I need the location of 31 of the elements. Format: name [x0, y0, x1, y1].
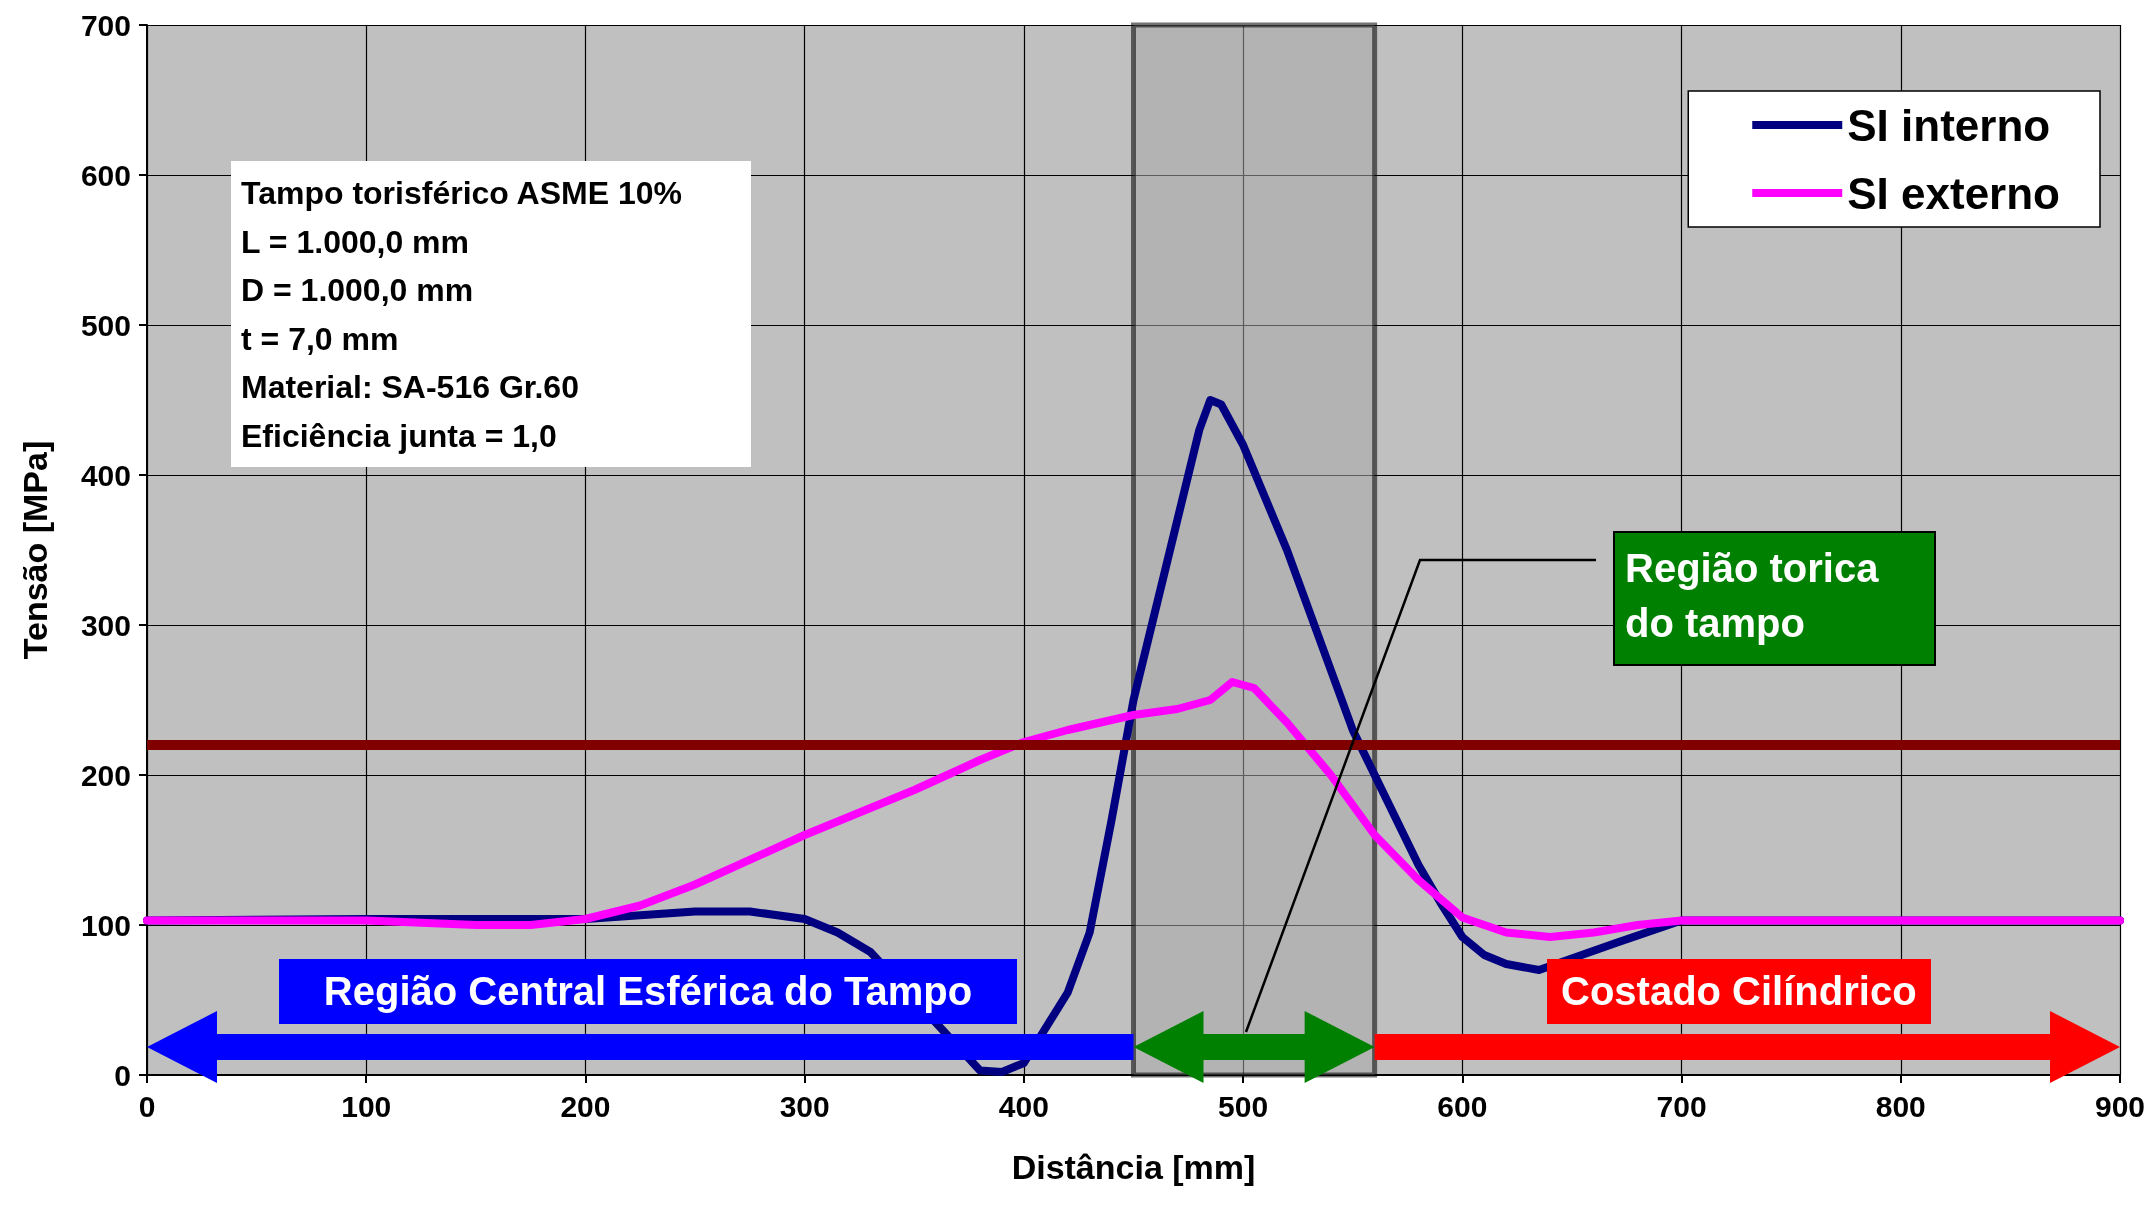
x-tick-label: 100	[341, 1089, 392, 1123]
x-tick-label: 200	[560, 1089, 611, 1123]
y-tick-label: 700	[80, 8, 131, 42]
annotation: Material: SA-516 Gr.60	[241, 368, 580, 407]
annotation: Costado Cilíndrico	[1561, 968, 1917, 1015]
y-tick-label: 600	[80, 158, 131, 192]
x-tick-label: 800	[1875, 1089, 1926, 1123]
x-tick-label: 700	[1656, 1089, 1707, 1123]
x-axis-title: Distância [mm]	[1011, 1148, 1256, 1186]
legend-label: SI interno	[1847, 100, 2051, 150]
annotation: Região torica do tampo	[1625, 545, 1880, 647]
x-tick-label: 400	[998, 1089, 1049, 1123]
annotation: D = 1.000,0 mm	[241, 271, 475, 310]
annotation: Tampo torisférico ASME 10%	[241, 174, 683, 213]
y-tick-label: 300	[80, 608, 131, 642]
x-tick-label: 500	[1218, 1089, 1269, 1123]
y-tick-label: 400	[80, 458, 131, 492]
x-tick-label: 600	[1437, 1089, 1488, 1123]
y-tick-label: 200	[80, 758, 131, 792]
y-tick-label: 100	[80, 908, 131, 942]
y-tick-label: 0	[114, 1058, 131, 1092]
annotation: L = 1.000,0 mm	[241, 222, 470, 262]
annotation: Eficiência junta = 1,0	[241, 416, 558, 456]
x-tick-label: 0	[138, 1089, 156, 1123]
y-axis-title: Tensão [MPa]	[16, 440, 54, 660]
annotation: t = 7,0 mm	[241, 319, 400, 359]
y-tick-label: 500	[80, 308, 131, 342]
x-tick-label: 900	[2094, 1089, 2146, 1123]
legend-label: SI externo	[1847, 168, 2061, 218]
annotation: Região Central Esférica do Tampo	[322, 968, 974, 1015]
x-tick-label: 300	[779, 1089, 830, 1123]
